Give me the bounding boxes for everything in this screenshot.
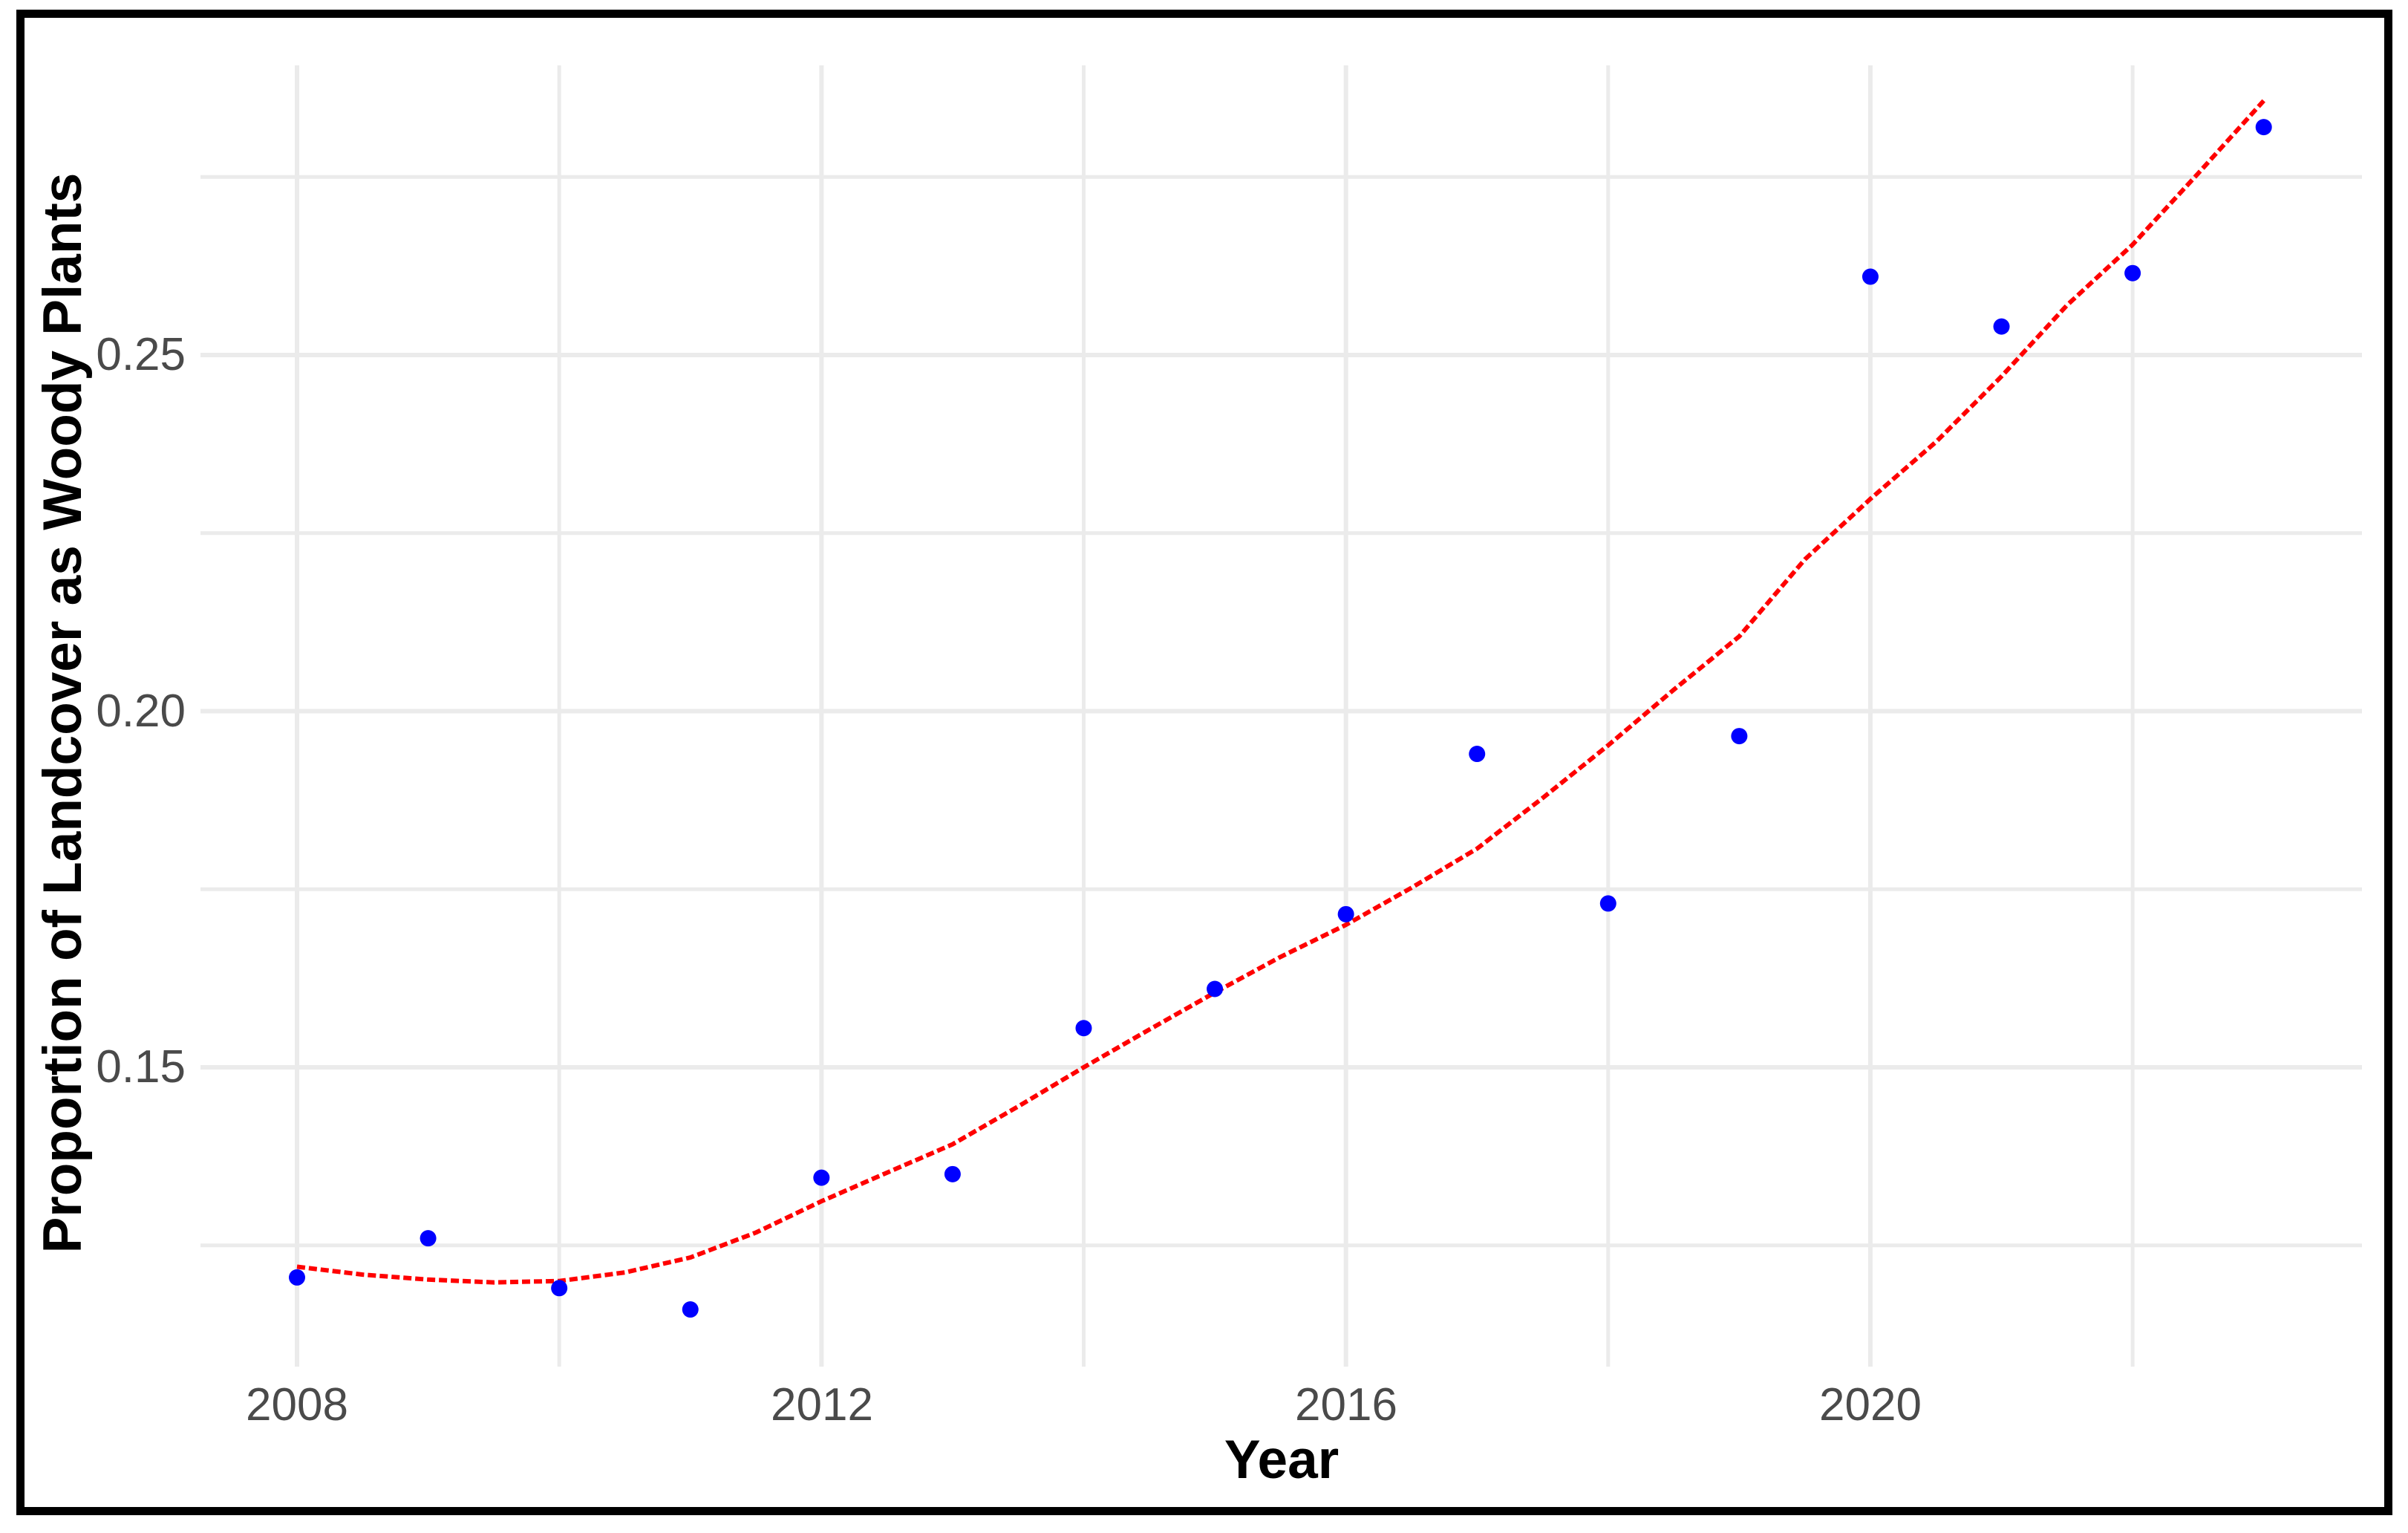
x-tick-label-2012: 2012	[771, 1379, 873, 1431]
y-tick-label-025: 0.25	[96, 329, 186, 380]
loess-smooth-line	[296, 99, 2265, 1285]
data-point-2022	[2124, 264, 2141, 281]
data-point-2021	[1993, 318, 2010, 335]
data-point-2012	[813, 1169, 830, 1186]
data-point-2016	[1337, 905, 1354, 922]
y-tick-label-020: 0.20	[96, 686, 186, 737]
y-tick-label-015: 0.15	[96, 1041, 186, 1093]
x-tick-label-2016: 2016	[1295, 1379, 1397, 1431]
figure-border-frame	[16, 10, 2392, 1515]
data-point-2010	[551, 1280, 568, 1297]
x-tick-label-2008: 2008	[246, 1379, 348, 1431]
data-point-2008	[289, 1269, 305, 1286]
data-point-2011	[682, 1301, 699, 1318]
x-axis-title: Year	[1224, 1430, 1340, 1490]
y-axis-title: Proportion of Landcover as Woody Plants	[33, 172, 93, 1254]
data-point-2023	[2255, 119, 2272, 136]
data-point-2009	[420, 1230, 437, 1247]
data-point-2015	[1207, 980, 1224, 997]
data-point-2017	[1469, 746, 1486, 763]
data-point-2020	[1862, 268, 1879, 285]
data-point-2019	[1731, 728, 1748, 745]
data-point-2014	[1075, 1020, 1092, 1037]
data-point-2018	[1599, 895, 1616, 912]
x-tick-label-2020: 2020	[1819, 1379, 1922, 1431]
data-point-2013	[944, 1165, 961, 1182]
